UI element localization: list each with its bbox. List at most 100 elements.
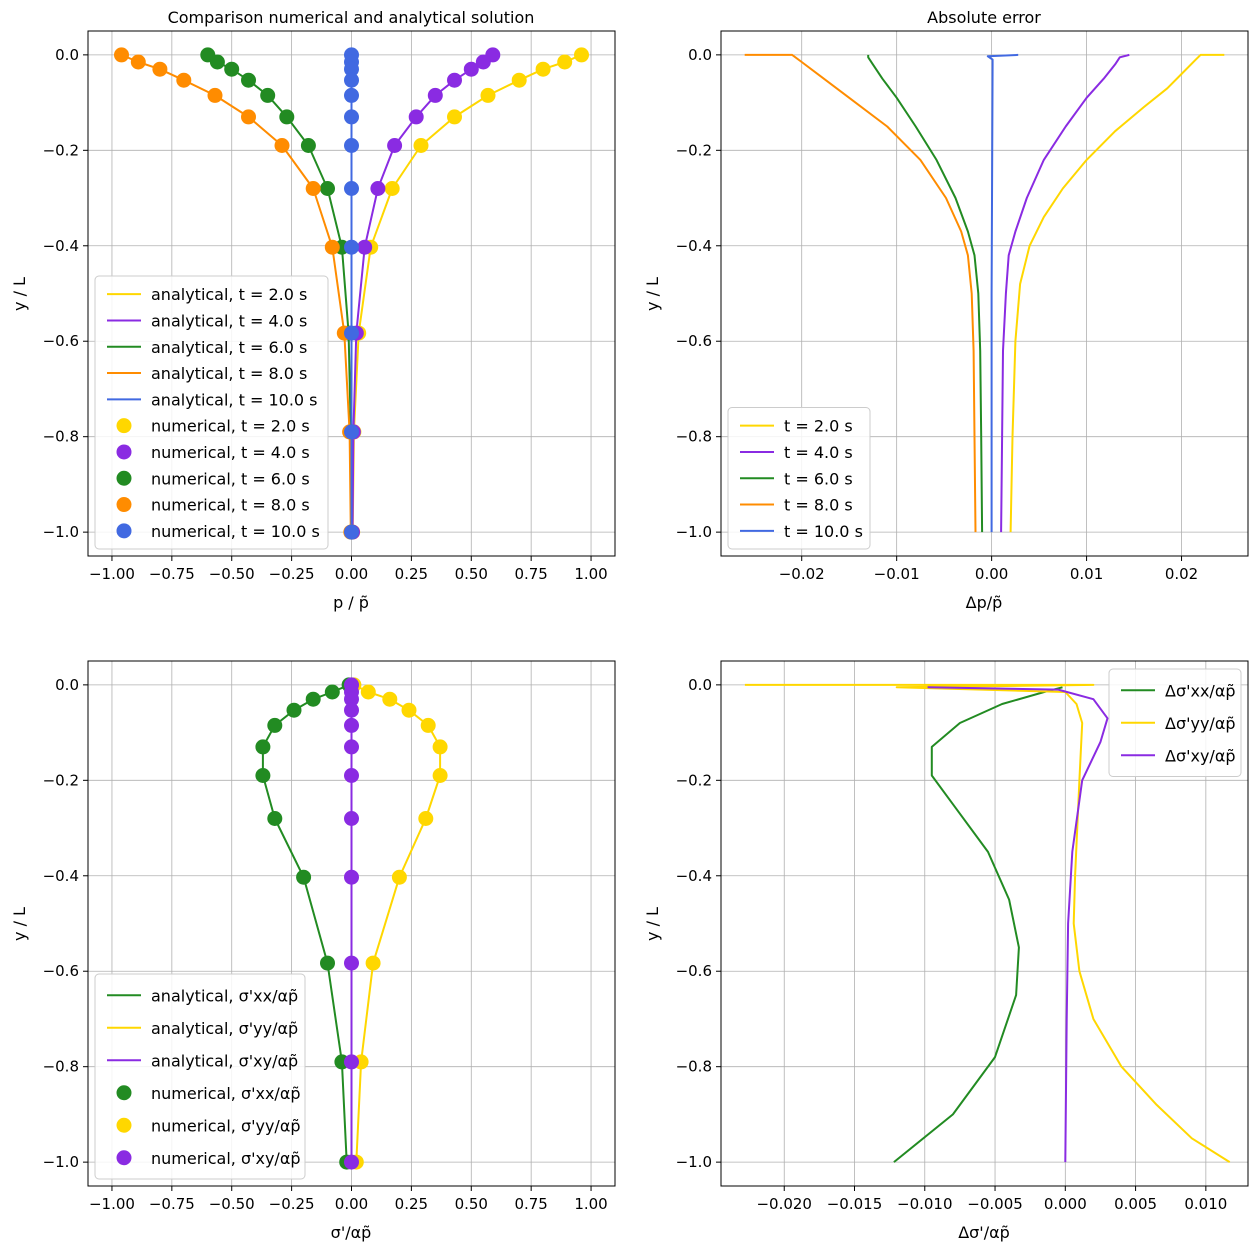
legend-marker-swatch [116,444,132,460]
data-point [432,768,448,783]
y-tick-label: −0.2 [676,141,712,159]
y-tick-label: −0.4 [676,237,712,255]
x-tick-label: 0.02 [1165,565,1198,583]
data-point [344,239,359,255]
x-tick-label: 0.000 [1044,1195,1087,1213]
y-tick-label: −0.2 [676,771,712,789]
legend-label: t = 6.0 s [784,469,853,488]
x-tick-label: 0.005 [1114,1195,1157,1213]
data-point [344,739,359,755]
series-line [744,683,1231,1163]
y-tick-label: 0.0 [55,676,79,694]
data-point [320,955,335,971]
y-tick-label: −0.8 [43,1058,79,1076]
data-point [255,739,271,755]
data-point [384,181,400,196]
data-point [382,691,398,707]
y-tick-label: 0.0 [688,676,712,694]
x-tick-label: −0.005 [967,1195,1023,1213]
x-axis-label: Δσ'/αp̃ [958,1223,1010,1242]
legend-box [94,275,329,550]
data-point [365,955,381,971]
y-tick-label: −0.4 [43,237,79,255]
legend-label: analytical, σ'xx/αp̃ [151,986,298,1005]
data-point [344,109,359,125]
y-axis-label: y / L [643,277,662,311]
legend: t = 2.0 s t = 4.0 s t = 6.0 s t = 8.0 s t = … [727,407,871,550]
x-tick-label: 0.75 [514,565,547,583]
x-tick-label: 0.75 [514,1195,547,1213]
legend-label: analytical, t = 10.0 s [151,390,318,409]
grid [721,31,1248,556]
series-line [867,54,984,533]
data-point [241,72,256,88]
legend-marker-swatch [116,1117,132,1133]
series-line [1000,53,1130,533]
y-tick-label: −1.0 [43,1153,79,1171]
legend-label: analytical, σ'xy/αp̃ [151,1051,298,1070]
ticks: −1.00 −0.75 −0.50 −0.25 0.00 0.25 0.50 0.75 1.00… [43,676,608,1213]
x-tick-label: −0.25 [269,565,315,583]
x-tick-label: 0.00 [335,565,368,583]
data-point [267,717,283,733]
data-point [391,869,407,885]
data-point [344,72,359,88]
data-point [463,61,479,77]
data-point [255,768,271,783]
data-point [344,325,359,341]
grid [721,661,1248,1186]
legend-marker-swatch [116,418,132,434]
data-point [130,54,146,70]
x-tick-label: −0.25 [269,1195,315,1213]
y-tick-label: −1.0 [676,1153,712,1171]
legend-label: analytical, t = 2.0 s [151,285,307,304]
y-axis-label: y / L [10,277,29,311]
legend-marker-swatch [116,470,132,486]
y-tick-label: −0.4 [43,867,79,885]
x-tick-label: −0.015 [827,1195,883,1213]
chart-pressure-comparison: Comparison numerical and analytical solu… [10,8,616,612]
plot-area [744,683,1231,1163]
data-point [447,72,462,88]
legend: analytical, σ'xx/αp̃ analytical, σ'yy/αp̃… [94,973,306,1180]
data-point [344,691,359,707]
y-tick-label: −0.6 [676,962,712,980]
x-tick-label: 0.50 [455,565,488,583]
data-point [324,684,340,700]
y-axis-label: y / L [643,907,662,941]
series-line [927,686,1109,1163]
x-tick-label: −0.02 [779,565,825,583]
data-point [300,138,316,153]
x-tick-label: −0.75 [149,1195,195,1213]
data-point [447,109,462,125]
data-point [427,87,443,103]
data-point [475,54,491,70]
plot-area [744,53,1225,533]
data-point [207,87,223,103]
data-point [296,869,312,885]
y-tick-label: −1.0 [676,523,712,541]
data-point [274,138,290,153]
series-line [986,53,1019,533]
x-tick-label: 0.25 [395,1195,428,1213]
y-tick-label: −0.4 [676,867,712,885]
x-tick-label: −1.00 [89,565,135,583]
y-tick-label: −0.8 [676,1058,712,1076]
data-point [360,684,376,700]
data-point [344,138,359,153]
data-point [344,1054,359,1070]
data-point [344,524,359,540]
data-point [432,739,448,755]
x-tick-label: 1.00 [574,1195,607,1213]
y-tick-label: −0.8 [676,428,712,446]
data-point [574,47,589,63]
x-tick-label: −0.50 [209,1195,255,1213]
data-point [344,768,359,783]
chart-pressure-error: Absolute error Δp/p̃ y / L −0.02 −0.01 0.0… [643,8,1249,612]
chart-title: Absolute error [927,8,1041,27]
legend-label: Δσ'yy/αp̃ [1165,714,1236,733]
legend-label: analytical, t = 4.0 s [151,311,307,330]
x-tick-label: −0.01 [874,565,920,583]
legend-label: analytical, t = 8.0 s [151,364,307,383]
